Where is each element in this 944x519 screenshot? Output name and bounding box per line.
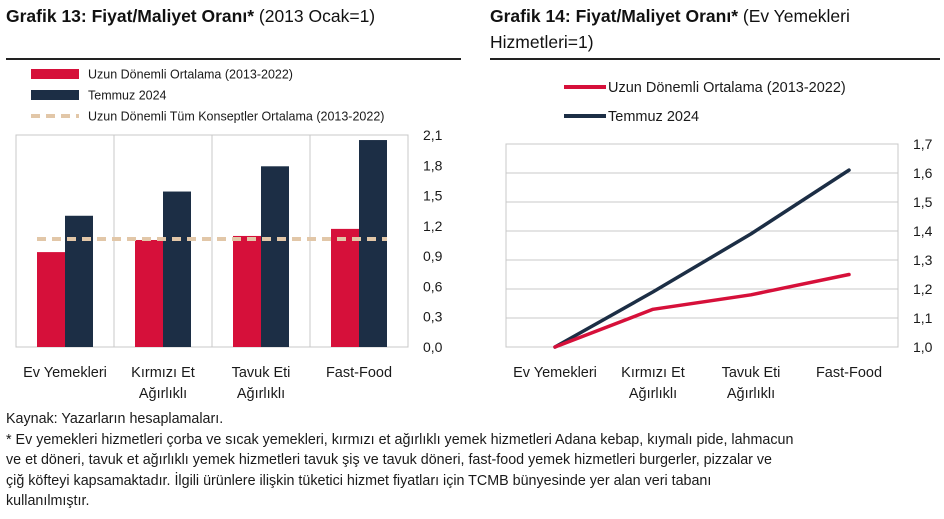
y-tick-label: 1,7	[913, 136, 933, 152]
y-tick-label: 0,3	[423, 309, 443, 325]
legend-label: Uzun Dönemli Ortalama (2013-2022)	[88, 68, 293, 82]
plot-frame	[505, 143, 899, 348]
y-tick-label: 1,2	[913, 281, 933, 297]
legend-swatch	[31, 90, 79, 100]
bar-july-2024	[261, 166, 289, 347]
x-tick-label: Fast-Food	[326, 365, 392, 381]
y-tick-label: 0,6	[423, 278, 443, 294]
bar-long-term-average	[233, 235, 261, 347]
y-tick-label: 1,6	[913, 165, 933, 181]
y-tick-label: 1,5	[913, 194, 933, 210]
y-tick-label: 1,5	[423, 188, 443, 204]
y-tick-label: 1,1	[913, 310, 933, 326]
bar-july-2024	[359, 140, 387, 347]
x-tick-label: Ev Yemekleri	[513, 365, 597, 381]
footnote-line: ve et döneri, tavuk et ağırlıklı yemek h…	[6, 452, 773, 468]
y-tick-label: 1,0	[913, 339, 933, 355]
chart-13-title: Grafik 13: Fiyat/Maliyet Oranı* (2013 Oc…	[6, 3, 466, 29]
legend-label: Temmuz 2024	[608, 109, 699, 125]
bar-july-2024	[163, 191, 191, 347]
x-tick-label: Ev Yemekleri	[23, 365, 107, 381]
bar-long-term-average	[135, 239, 163, 347]
x-tick-label: Fast-Food	[816, 365, 882, 381]
chart-14-title: Grafik 14: Fiyat/Maliyet Oranı* (Ev Yeme…	[490, 3, 940, 55]
footnote-line: çiğ köfteyi kapsamaktadır. İlgili ürünle…	[6, 472, 712, 489]
series-line-long-term-average	[553, 272, 851, 349]
y-tick-label: 1,3	[913, 252, 933, 268]
chart-13-title-bold: Grafik 13: Fiyat/Maliyet Oranı*	[6, 6, 255, 26]
x-tick-label: Tavuk Eti	[232, 365, 291, 381]
y-tick-label: 1,2	[423, 218, 443, 234]
x-tick-label: Ağırlıklı	[139, 386, 187, 402]
bar-chart: Uzun Dönemli Ortalama (2013-2022) Temmuz …	[15, 68, 443, 402]
x-tick-label: Kırmızı Et	[621, 365, 685, 381]
y-tick-label: 0,0	[423, 339, 443, 355]
chart-14-title-bold: Grafik 14: Fiyat/Maliyet Oranı*	[490, 6, 739, 26]
legend-label: Temmuz 2024	[88, 89, 167, 103]
source-note: Kaynak: Yazarların hesaplamaları.	[6, 411, 224, 427]
y-tick-label: 1,4	[913, 223, 933, 239]
chart-14-title-rule	[490, 58, 940, 60]
legend-label: Uzun Dönemli Ortalama (2013-2022)	[608, 80, 846, 96]
chart-13-title-normal: (2013 Ocak=1)	[258, 6, 376, 26]
series-line-july-2024	[553, 168, 851, 349]
x-tick-label: Tavuk Eti	[722, 365, 781, 381]
bar-july-2024	[65, 215, 93, 347]
line-chart: Uzun Dönemli Ortalama (2013-2022) Temmuz …	[505, 80, 933, 402]
x-tick-label: Kırmızı Et	[131, 365, 195, 381]
y-tick-label: 0,9	[423, 248, 443, 264]
y-tick-label: 1,8	[423, 157, 443, 173]
footnote-line: * Ev yemekleri hizmetleri çorba ve sıcak…	[6, 431, 794, 448]
chart-13-title-rule	[6, 58, 461, 60]
x-tick-label: Ağırlıklı	[629, 386, 677, 402]
chart-14-title-normal: (Ev Yemekleri Hizmetleri=1)	[490, 6, 850, 52]
x-tick-label: Ağırlıklı	[237, 386, 285, 402]
y-tick-label: 2,1	[423, 127, 443, 143]
bar-long-term-average	[331, 228, 359, 347]
legend-label: Uzun Dönemli Tüm Konseptler Ortalama (20…	[88, 110, 384, 124]
footnote-line: kullanılmıştır.	[6, 493, 90, 509]
footer: Kaynak: Yazarların hesaplamaları. * Ev y…	[6, 409, 940, 512]
bar-long-term-average	[37, 252, 65, 347]
x-tick-label: Ağırlıklı	[727, 386, 775, 402]
legend-swatch	[31, 69, 79, 79]
